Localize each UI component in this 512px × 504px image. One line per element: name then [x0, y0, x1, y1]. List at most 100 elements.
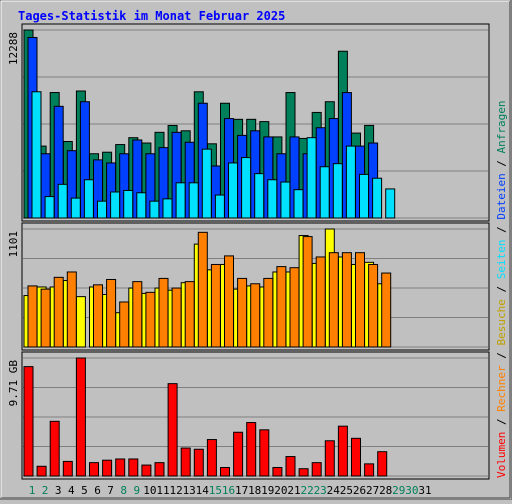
- chart-panels: 12288 1101 9.71 GB: [7, 23, 490, 480]
- bar-volumen-day-17: [233, 431, 244, 477]
- bar-volumen-day-2: [36, 465, 47, 477]
- bar-rechner-day-7: [106, 278, 117, 348]
- bar-volumen-day-6: [89, 462, 99, 477]
- bar-seiten-day-20: [280, 181, 291, 219]
- x-tick-label-24: 24: [327, 484, 341, 497]
- bar-rechner-day-4: [66, 271, 77, 348]
- bar-rechner-day-19: [263, 277, 274, 348]
- x-tick-label-8: 8: [120, 484, 127, 497]
- bar-volumen-day-26: [351, 437, 361, 477]
- bar-seiten-day-16: [228, 162, 238, 219]
- bar-volumen-day-27: [364, 463, 375, 477]
- bar-seiten-day-17: [241, 157, 252, 219]
- bar-volumen-day-18: [246, 422, 257, 477]
- panel-volume: 9.71 GB: [7, 351, 490, 480]
- bar-rechner-day-12: [171, 287, 182, 348]
- panel-hits: 12288: [7, 23, 490, 222]
- x-tick-label-6: 6: [94, 484, 101, 497]
- bar-volumen-day-9: [128, 458, 139, 477]
- x-axis-tick-labels: 1 2 3 4 5 6 7 8 9 10 11 12 13 14 15 16 17 18 19 20 21 22 23 24 2…: [29, 484, 432, 497]
- panel-scale-label: 1101: [7, 231, 20, 258]
- bar-rechner-day-8: [119, 301, 130, 348]
- bar-volumen-day-12: [167, 383, 178, 477]
- bar-volumen-day-10: [141, 464, 152, 477]
- bar-seiten-day-14: [201, 148, 212, 219]
- bar-rechner-day-13: [184, 281, 195, 348]
- bar-volumen-day-15: [206, 439, 217, 477]
- bar-volumen-day-5: [75, 357, 86, 477]
- bar-volumen-day-19: [259, 429, 270, 477]
- bar-seiten-day-26: [359, 173, 369, 219]
- bar-volumen-day-22: [298, 468, 309, 477]
- legend-separator: /: [495, 279, 508, 299]
- series-rechner: [27, 231, 392, 348]
- legend-entry-seiten: Seiten: [495, 240, 508, 280]
- bar-rechner-day-21: [289, 267, 300, 348]
- legend-entry-besuche: Besuche: [495, 299, 508, 345]
- x-tick-label-1: 1: [29, 484, 36, 497]
- bar-seiten-day-24: [332, 163, 343, 219]
- x-tick-label-20: 20: [274, 484, 287, 497]
- x-tick-label-7: 7: [107, 484, 114, 497]
- bar-volumen-day-4: [62, 460, 73, 477]
- bar-seiten-day-3: [57, 183, 68, 219]
- bar-seiten-day-21: [293, 189, 304, 219]
- x-tick-label-13: 13: [183, 484, 196, 497]
- bar-rechner-day-18: [250, 283, 261, 348]
- bar-seiten-day-13: [188, 182, 199, 219]
- x-tick-label-18: 18: [248, 484, 261, 497]
- bar-rechner-day-14: [197, 231, 208, 348]
- bar-volumen-day-1: [23, 366, 34, 477]
- bar-seiten-day-12: [175, 182, 186, 219]
- bar-seiten-day-6: [97, 200, 107, 219]
- series-volumen: [23, 357, 388, 477]
- bar-seiten-day-5: [83, 179, 94, 219]
- x-tick-label-3: 3: [55, 484, 62, 497]
- x-tick-label-21: 21: [287, 484, 300, 497]
- bar-rechner-day-23: [315, 256, 326, 348]
- x-tick-label-27: 27: [366, 484, 379, 497]
- bar-rechner-day-20: [276, 266, 287, 348]
- bar-seiten-day-25: [345, 145, 356, 219]
- x-tick-label-14: 14: [196, 484, 210, 497]
- x-tick-label-26: 26: [353, 484, 366, 497]
- panel-scale-label: 12288: [7, 32, 20, 65]
- panel-visits: 1101: [7, 222, 490, 351]
- bar-rechner-day-15: [210, 263, 221, 348]
- legend-entry-volumen: Volumen: [495, 432, 508, 478]
- bar-volumen-day-25: [337, 425, 348, 477]
- bar-seiten-day-2: [44, 196, 55, 219]
- legend-entry-anfragen: Anfragen: [495, 100, 508, 153]
- bar-volumen-day-20: [272, 466, 283, 477]
- bar-rechner-day-3: [53, 276, 64, 348]
- x-tick-label-11: 11: [156, 484, 169, 497]
- bar-rechner-day-28: [381, 272, 392, 348]
- legend-separator: /: [495, 412, 508, 432]
- bar-seiten-day-23: [319, 166, 330, 219]
- bar-rechner-day-16: [224, 255, 234, 348]
- bar-rechner-day-6: [93, 284, 103, 348]
- x-tick-label-19: 19: [261, 484, 274, 497]
- bar-seiten-day-22: [306, 137, 317, 219]
- bar-volumen-day-13: [180, 447, 191, 477]
- bar-volumen-day-7: [102, 459, 113, 477]
- bar-rechner-day-10: [145, 291, 156, 348]
- bar-seiten-day-7: [110, 191, 121, 219]
- bar-seiten-day-19: [267, 179, 278, 219]
- bar-volumen-day-21: [285, 456, 296, 477]
- legend-separator: /: [495, 220, 508, 240]
- bar-rechner-day-24: [328, 252, 339, 348]
- bar-volumen-day-16: [220, 466, 230, 477]
- x-tick-label-25: 25: [340, 484, 353, 497]
- x-tick-label-30: 30: [405, 484, 418, 497]
- legend-entry-rechner: Rechner: [495, 365, 508, 412]
- bar-seiten-day-9: [136, 192, 147, 219]
- bar-rechner-day-27: [368, 263, 379, 348]
- bar-volumen-day-24: [324, 440, 335, 477]
- x-tick-label-31: 31: [418, 484, 431, 497]
- x-tick-label-15: 15: [209, 484, 222, 497]
- bar-seiten-day-10: [149, 200, 160, 219]
- bar-seiten-day-18: [254, 173, 265, 219]
